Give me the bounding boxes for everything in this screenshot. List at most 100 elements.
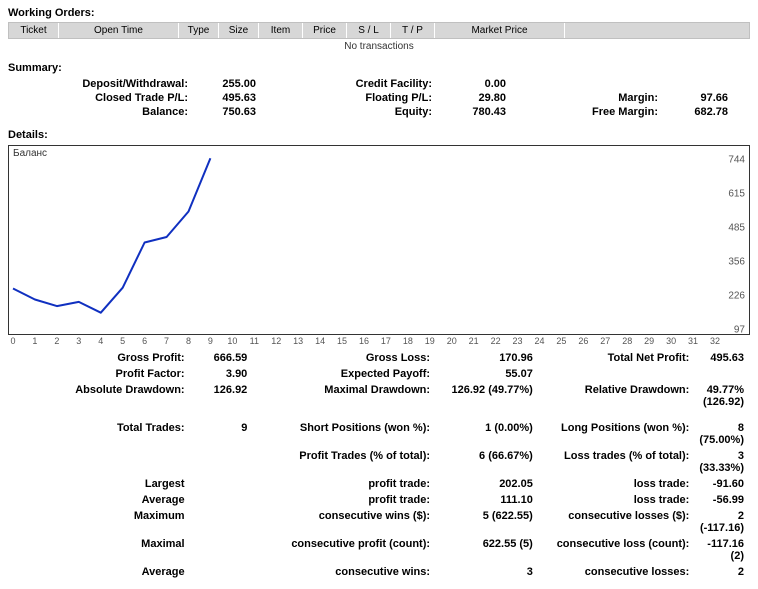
x-tick-label: 21 [469, 336, 479, 346]
stat-label: consecutive wins: [253, 565, 434, 579]
stat-label: Maximal Drawdown: [253, 383, 434, 409]
stat-value: 49.77% (126.92) [695, 383, 748, 409]
stat-value: 126.92 (49.77%) [436, 383, 537, 409]
stat-label: profit trade: [253, 477, 434, 491]
stat-label [539, 367, 693, 381]
stat-label: Short Positions (won %): [253, 421, 434, 447]
col-price[interactable]: Price [303, 23, 347, 38]
summary-value: 255.00 [196, 78, 256, 90]
stat-value: 170.96 [436, 351, 537, 365]
summary-title: Summary: [8, 62, 750, 74]
stat-label: Largest [10, 477, 189, 491]
stat-label: Relative Drawdown: [539, 383, 693, 409]
col-open-time[interactable]: Open Time [59, 23, 179, 38]
summary-row: Closed Trade P/L:495.63Floating P/L:29.8… [8, 91, 750, 105]
stat-label: Maximal [10, 537, 189, 563]
summary-label: Margin: [506, 92, 666, 104]
x-tick-label: 4 [98, 336, 103, 346]
stat-value: 8 (75.00%) [695, 421, 748, 447]
summary-label: Equity: [256, 106, 440, 118]
x-tick-label: 28 [622, 336, 632, 346]
x-tick-label: 8 [186, 336, 191, 346]
stat-value: 55.07 [436, 367, 537, 381]
summary-value: 495.63 [196, 92, 256, 104]
stats-row: Absolute Drawdown:126.92Maximal Drawdown… [10, 383, 748, 409]
summary-label: Free Margin: [506, 106, 666, 118]
no-transactions: No transactions [8, 39, 750, 54]
stat-label: loss trade: [539, 477, 693, 491]
stats-row: Largestprofit trade:202.05loss trade:-91… [10, 477, 748, 491]
col-market-price[interactable]: Market Price [435, 23, 565, 38]
x-tick-label: 22 [491, 336, 501, 346]
stat-value: 9 [191, 421, 252, 447]
summary-value: 0.00 [440, 78, 506, 90]
x-tick-label: 5 [120, 336, 125, 346]
stat-label: Profit Factor: [10, 367, 189, 381]
summary-row: Deposit/Withdrawal:255.00Credit Facility… [8, 77, 750, 91]
y-tick-label: 615 [728, 188, 745, 199]
summary-label: Closed Trade P/L: [8, 92, 196, 104]
summary-label: Deposit/Withdrawal: [8, 78, 196, 90]
stat-label: Absolute Drawdown: [10, 383, 189, 409]
stats-row: Maximumconsecutive wins ($):5 (622.55)co… [10, 509, 748, 535]
col-sl[interactable]: S / L [347, 23, 391, 38]
working-orders-title: Working Orders: [8, 7, 750, 19]
y-tick-label: 97 [734, 325, 745, 336]
stat-value: 3.90 [191, 367, 252, 381]
stat-value: 111.10 [436, 493, 537, 507]
stat-value [191, 493, 252, 507]
stat-value [191, 449, 252, 475]
stat-label: consecutive losses ($): [539, 509, 693, 535]
stat-value: 3 [436, 565, 537, 579]
x-tick-label: 13 [293, 336, 303, 346]
stat-value: 622.55 (5) [436, 537, 537, 563]
col-item[interactable]: Item [259, 23, 303, 38]
x-tick-label: 25 [556, 336, 566, 346]
col-size[interactable]: Size [219, 23, 259, 38]
x-tick-label: 29 [644, 336, 654, 346]
y-tick-label: 744 [728, 155, 745, 166]
col-rest [565, 23, 749, 38]
stat-value [191, 509, 252, 535]
summary-row: Balance:750.63Equity:780.43Free Margin:6… [8, 105, 750, 119]
col-ticket[interactable]: Ticket [9, 23, 59, 38]
chart-xaxis: 0123456789101112131415161718192021222324… [9, 336, 749, 348]
x-tick-label: 16 [359, 336, 369, 346]
x-tick-label: 32 [710, 336, 720, 346]
stat-value: -56.99 [695, 493, 748, 507]
details-stats: Gross Profit:666.59Gross Loss:170.96Tota… [8, 349, 750, 581]
summary-label: Credit Facility: [256, 78, 440, 90]
stat-value: 2 (-117.16) [695, 509, 748, 535]
x-tick-label: 10 [227, 336, 237, 346]
stat-label: Long Positions (won %): [539, 421, 693, 447]
stat-value: 5 (622.55) [436, 509, 537, 535]
working-orders-header: Ticket Open Time Type Size Item Price S … [8, 22, 750, 39]
stats-row: Averageconsecutive wins:3consecutive los… [10, 565, 748, 579]
x-tick-label: 15 [337, 336, 347, 346]
y-tick-label: 485 [728, 223, 745, 234]
col-tp[interactable]: T / P [391, 23, 435, 38]
stats-row: Total Trades:9Short Positions (won %):1 … [10, 421, 748, 447]
details-title: Details: [8, 129, 750, 141]
summary-value: 750.63 [196, 106, 256, 118]
stat-label: Profit Trades (% of total): [253, 449, 434, 475]
summary-value: 780.43 [440, 106, 506, 118]
x-tick-label: 12 [271, 336, 281, 346]
y-tick-label: 356 [728, 256, 745, 267]
stat-value [191, 565, 252, 579]
x-tick-label: 11 [250, 336, 259, 346]
stats-row: Profit Factor:3.90Expected Payoff:55.07 [10, 367, 748, 381]
stat-label: Average [10, 493, 189, 507]
stats-row: Averageprofit trade:111.10loss trade:-56… [10, 493, 748, 507]
stat-label: Gross Profit: [10, 351, 189, 365]
x-tick-label: 23 [513, 336, 523, 346]
col-type[interactable]: Type [179, 23, 219, 38]
stat-label: Expected Payoff: [253, 367, 434, 381]
summary-label: Balance: [8, 106, 196, 118]
summary-label [506, 78, 666, 90]
summary-label: Floating P/L: [256, 92, 440, 104]
stat-value: 2 [695, 565, 748, 579]
stat-label: consecutive loss (count): [539, 537, 693, 563]
stat-value: 202.05 [436, 477, 537, 491]
stat-label: consecutive losses: [539, 565, 693, 579]
